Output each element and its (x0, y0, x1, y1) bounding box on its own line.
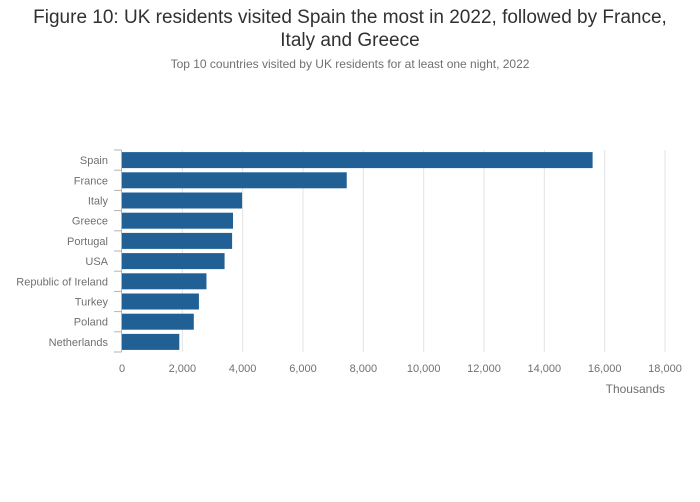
x-tick-label-7: 14,000 (528, 363, 562, 375)
x-tick-label-4: 8,000 (350, 363, 378, 375)
y-tick-label-5: USA (85, 256, 108, 268)
bar-italy (122, 192, 243, 209)
y-tick-label-1: France (74, 175, 108, 187)
bar-portugal (122, 232, 233, 249)
chart-subtitle: Top 10 countries visited by UK residents… (170, 57, 530, 71)
x-tick-label-8: 16,000 (588, 363, 622, 375)
x-tick-label-2: 4,000 (229, 363, 257, 375)
bar-greece (122, 212, 234, 229)
x-tick-label-6: 12,000 (467, 363, 501, 375)
y-tick-label-4: Portugal (67, 236, 108, 248)
y-tick-label-0: Spain (80, 155, 108, 167)
y-tick-label-2: Italy (88, 196, 109, 208)
y-tick-label-6: Republic of Ireland (16, 276, 108, 288)
chart-title: Figure 10: UK residents visited Spain th… (0, 6, 700, 52)
chart-title-line-2: Italy and Greece (280, 30, 420, 51)
bar-republic-of-ireland (122, 273, 207, 290)
x-tick-label-3: 6,000 (289, 363, 317, 375)
x-tick-label-9: 18,000 (648, 363, 682, 375)
bar-turkey (122, 293, 199, 310)
x-tick-label-5: 10,000 (407, 363, 441, 375)
bar-poland (122, 313, 194, 330)
chart-title-line-1: Figure 10: UK residents visited Spain th… (33, 7, 667, 28)
y-tick-label-7: Turkey (75, 297, 109, 309)
x-tick-label-1: 2,000 (169, 363, 197, 375)
x-tick-label-0: 0 (119, 363, 125, 375)
y-tick-label-3: Greece (72, 216, 108, 228)
bar-usa (122, 253, 225, 270)
bar-netherlands (122, 333, 180, 350)
y-tick-label-9: Netherlands (49, 337, 109, 349)
x-axis-title: Thousands (606, 382, 665, 396)
bar-france (122, 172, 347, 189)
bar-spain (122, 152, 593, 169)
y-tick-label-8: Poland (74, 317, 108, 329)
